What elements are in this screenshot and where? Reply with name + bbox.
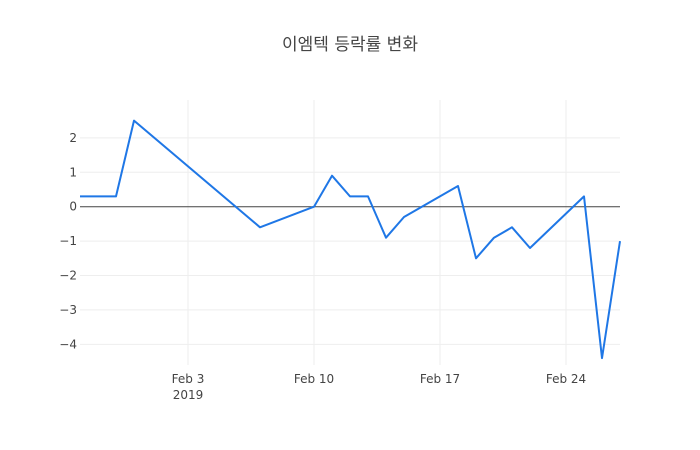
y-tick-label: −2 [59, 269, 77, 283]
y-tick-label: −4 [59, 337, 77, 351]
chart-title: 이엠텍 등락률 변화 [282, 35, 418, 55]
series-group [79, 119, 621, 360]
y-tick-label: 2 [69, 131, 77, 145]
y-gridlines [80, 137, 620, 345]
x-tick-label: Feb 10 [294, 372, 334, 386]
x-tick-label: Feb 3 [172, 372, 205, 386]
x-tick-label: Feb 17 [420, 372, 460, 386]
y-tick-label: −1 [59, 234, 77, 248]
x-gridlines [187, 100, 567, 365]
y-axis-ticks: 2 1 0 −1 −2 −3 −4 [59, 131, 77, 351]
series-line [80, 119, 621, 360]
y-tick-label: 0 [69, 200, 77, 214]
y-tick-label: 1 [69, 165, 77, 179]
y-tick-label: −3 [59, 303, 77, 317]
x-axis-ticks: Feb 3 2019 Feb 10 Feb 17 Feb 24 [172, 372, 587, 402]
x-tick-label: Feb 24 [546, 372, 586, 386]
x-tick-sublabel: 2019 [173, 388, 204, 402]
